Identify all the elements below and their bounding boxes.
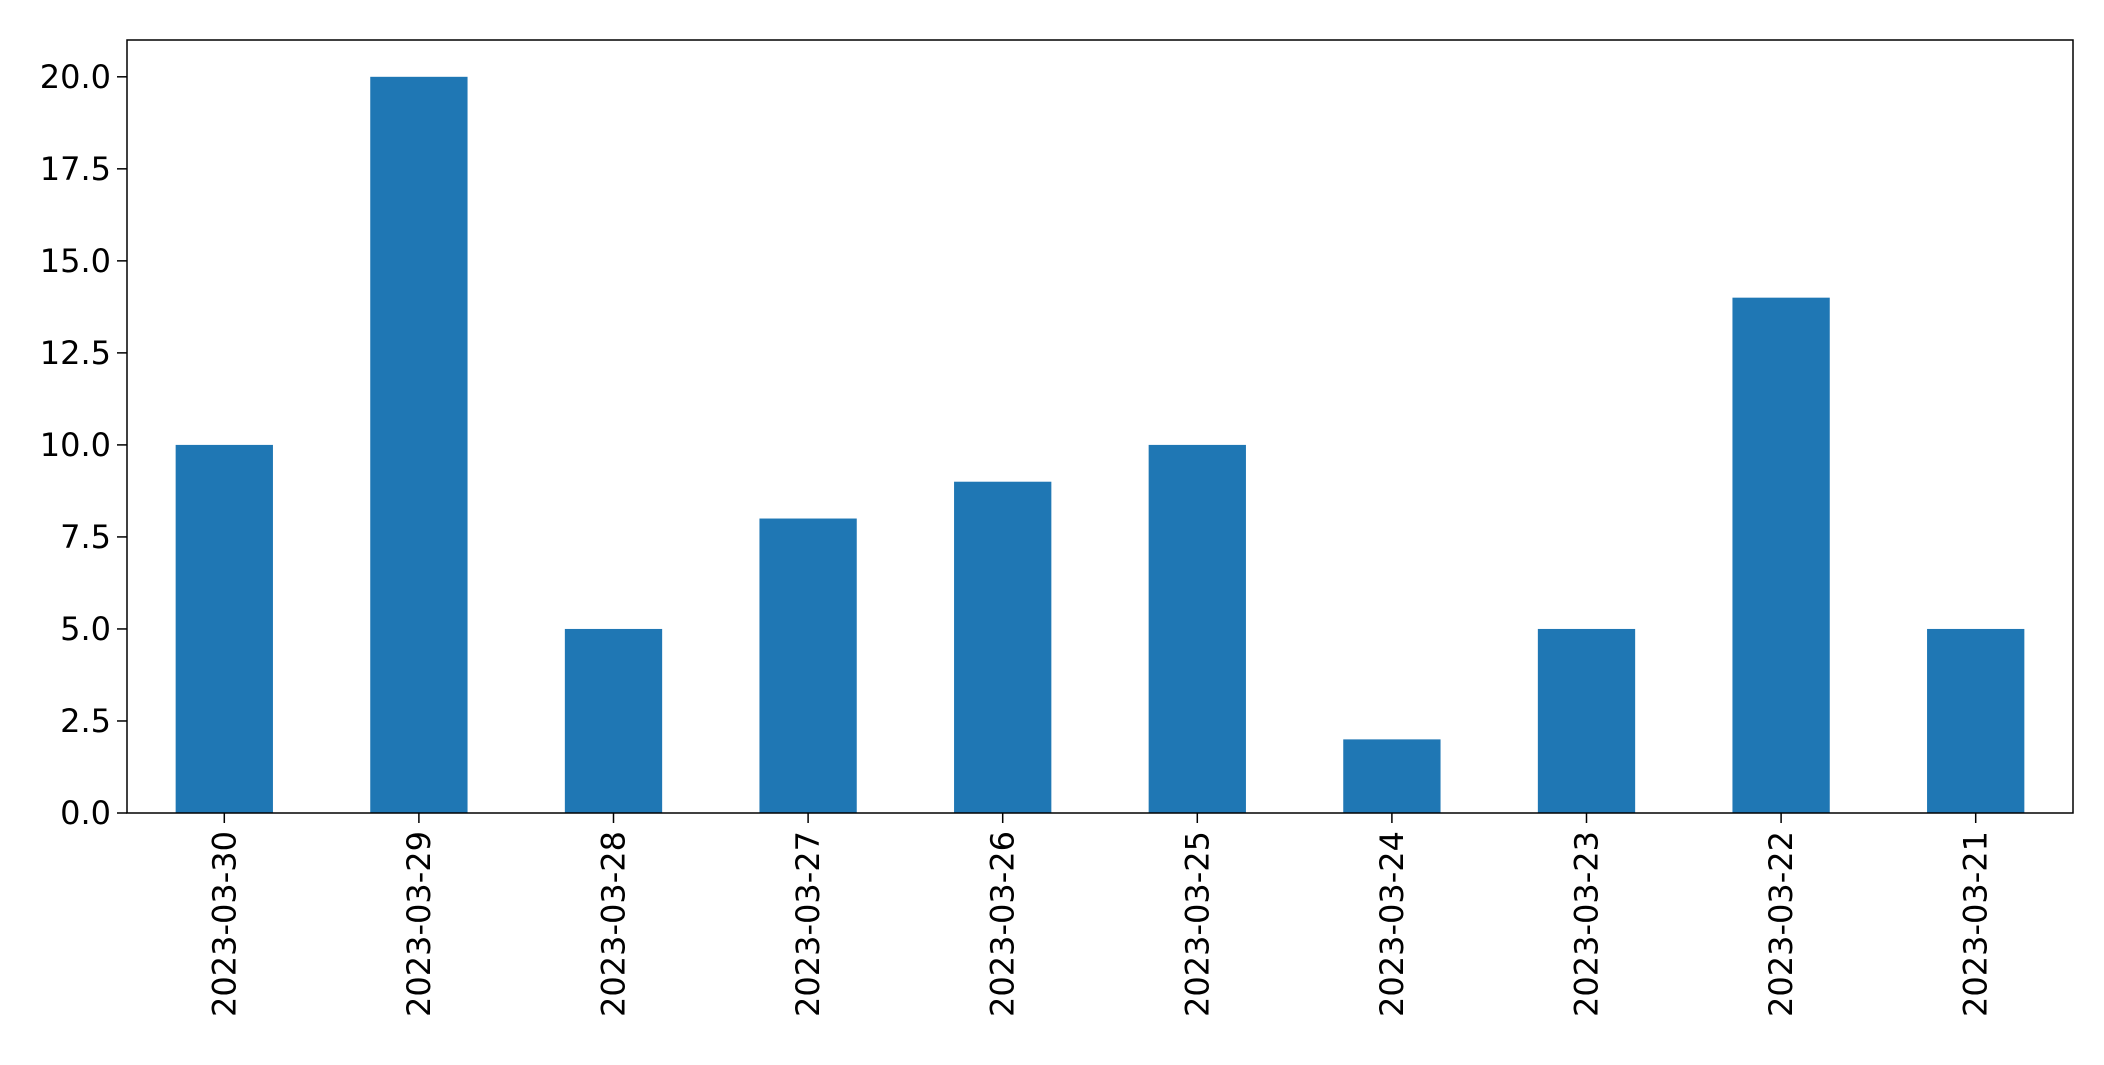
y-axis: 0.0 2.5 5.0 7.5 10.0 12.5 15.0 17.5 20.0 <box>40 58 127 832</box>
y-tick-label: 0.0 <box>60 794 111 832</box>
bar-2023-03-22 <box>1732 297 1830 814</box>
bar-2023-03-24 <box>1343 739 1441 813</box>
x-tick-label: 2023-03-28 <box>595 831 633 1017</box>
y-tick-label: 12.5 <box>40 334 111 372</box>
bar-2023-03-30 <box>175 444 273 813</box>
bar-2023-03-23 <box>1537 628 1636 813</box>
y-tick-label: 10.0 <box>40 426 111 464</box>
y-tick-label: 2.5 <box>60 702 111 740</box>
y-tick-label: 17.5 <box>40 150 111 188</box>
bar-2023-03-21 <box>1927 628 2025 813</box>
x-tick-label: 2023-03-21 <box>1957 831 1995 1017</box>
y-tick-label: 20.0 <box>40 58 111 96</box>
y-tick-label: 7.5 <box>60 518 111 556</box>
x-tick-label: 2023-03-27 <box>789 831 827 1017</box>
bars-layer <box>175 76 2025 814</box>
bar-2023-03-25 <box>1148 444 1246 813</box>
bar-2023-03-26 <box>954 481 1052 813</box>
bar-2023-03-27 <box>759 518 857 813</box>
plot-frame <box>126 39 2074 814</box>
x-tick-label: 2023-03-26 <box>984 831 1022 1017</box>
x-tick-label: 2023-03-22 <box>1762 831 1800 1017</box>
x-tick-label: 2023-03-23 <box>1568 831 1606 1017</box>
x-tick-label: 2023-03-29 <box>400 831 438 1017</box>
x-tick-label: 2023-03-30 <box>205 831 243 1017</box>
bar-2023-03-28 <box>564 628 663 813</box>
x-axis: 2023-03-30 2023-03-29 2023-03-28 2023-03-27… <box>205 813 1995 1017</box>
bar-2023-03-29 <box>370 76 468 814</box>
y-tick-label: 5.0 <box>60 610 111 648</box>
y-tick-label: 15.0 <box>40 242 111 280</box>
x-tick-label: 2023-03-24 <box>1373 831 1411 1017</box>
x-tick-label: 2023-03-25 <box>1178 831 1216 1017</box>
